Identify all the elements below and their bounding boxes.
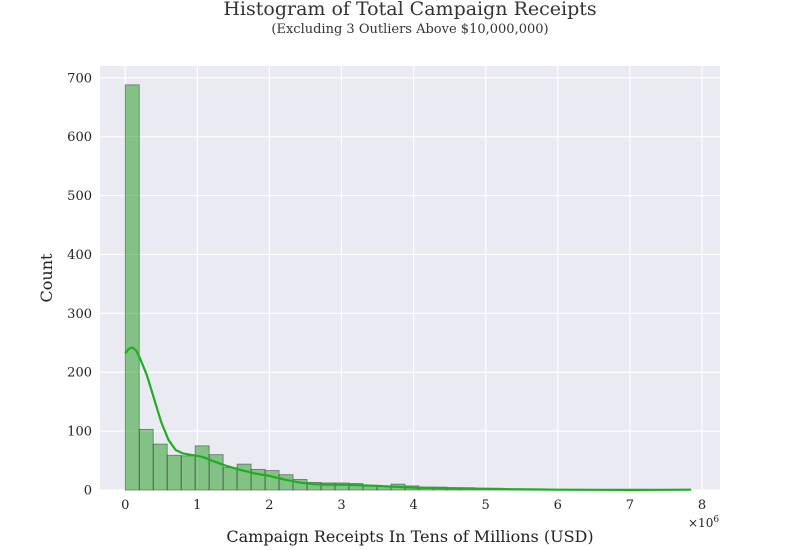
x-tick-label: 1 [193, 498, 201, 513]
x-tick-label: 6 [554, 498, 562, 513]
y-tick-label: 400 [67, 248, 92, 263]
x-tick-label: 8 [698, 498, 706, 513]
y-axis-label: Count [37, 253, 56, 302]
histogram-bar [152, 443, 168, 491]
chart-title: Histogram of Total Campaign Receipts [223, 0, 597, 20]
y-tick-label: 500 [67, 189, 92, 204]
x-tick-label: 4 [409, 498, 417, 513]
chart-subtitle: (Excluding 3 Outliers Above $10,000,000) [271, 22, 549, 37]
histogram-bar [222, 467, 238, 491]
y-tick-label: 300 [67, 307, 92, 322]
histogram-bar [138, 428, 154, 491]
x-tick-label: 0 [121, 498, 129, 513]
y-tick-label: 600 [67, 130, 92, 145]
x-tick-label: 3 [337, 498, 345, 513]
histogram-bar [278, 474, 294, 491]
y-tick-label: 100 [67, 425, 92, 440]
plot-area [100, 66, 720, 490]
x-tick-labels: 0 1 2 3 4 5 6 7 8 [121, 498, 706, 513]
x-tick-label: 7 [626, 498, 634, 513]
x-tick-label: 2 [265, 498, 273, 513]
histogram-bar [166, 454, 182, 491]
histogram-bar [236, 463, 252, 491]
x-scale-note: ×106 [688, 515, 719, 530]
histogram-bar [124, 84, 140, 491]
x-tick-label: 5 [482, 498, 490, 513]
histogram-bar [194, 445, 210, 491]
y-tick-label: 700 [67, 71, 92, 86]
y-tick-label: 0 [84, 484, 92, 499]
histogram-bar [264, 470, 280, 491]
histogram-bar [180, 455, 196, 491]
y-tick-labels: 0 100 200 300 400 500 600 700 [67, 71, 92, 498]
y-tick-label: 200 [67, 366, 92, 381]
x-axis-label: Campaign Receipts In Tens of Millions (U… [226, 527, 593, 546]
kde-curve [124, 346, 692, 491]
